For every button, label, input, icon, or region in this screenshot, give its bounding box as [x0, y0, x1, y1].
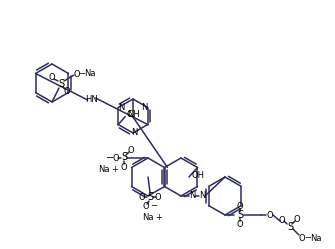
Text: O: O — [113, 153, 119, 163]
Text: O: O — [139, 192, 145, 201]
Text: −: − — [78, 69, 85, 78]
Text: OH: OH — [192, 171, 204, 180]
Text: O: O — [294, 214, 300, 224]
Text: N: N — [199, 190, 205, 199]
Text: −: − — [106, 153, 114, 163]
Text: O: O — [237, 201, 243, 210]
Text: O: O — [299, 234, 305, 243]
Text: N: N — [189, 190, 195, 199]
Text: O: O — [237, 220, 243, 229]
Text: O: O — [267, 210, 273, 220]
Text: S: S — [58, 79, 64, 89]
Text: N: N — [141, 103, 148, 112]
Text: +: + — [112, 165, 119, 174]
Text: Na: Na — [310, 234, 322, 243]
Text: S: S — [147, 192, 153, 202]
Text: −: − — [150, 201, 157, 210]
Text: NH: NH — [127, 110, 139, 119]
Text: Cl: Cl — [126, 110, 134, 119]
Text: O: O — [143, 201, 149, 210]
Text: Na: Na — [142, 212, 154, 222]
Text: O: O — [64, 86, 70, 96]
Text: N: N — [118, 103, 125, 112]
Text: S: S — [121, 152, 127, 162]
Text: −: − — [305, 234, 312, 243]
Text: O: O — [49, 72, 55, 81]
Text: HN: HN — [85, 95, 98, 104]
Text: S: S — [237, 210, 243, 220]
Text: Na: Na — [98, 165, 110, 174]
Text: O: O — [155, 192, 161, 201]
Text: S: S — [287, 222, 293, 232]
Text: O: O — [121, 163, 127, 172]
Text: +: + — [156, 212, 162, 222]
Text: Na: Na — [84, 68, 96, 77]
Text: O: O — [279, 215, 285, 225]
Text: N: N — [131, 127, 137, 136]
Text: O: O — [74, 69, 80, 78]
Text: O: O — [128, 145, 134, 154]
